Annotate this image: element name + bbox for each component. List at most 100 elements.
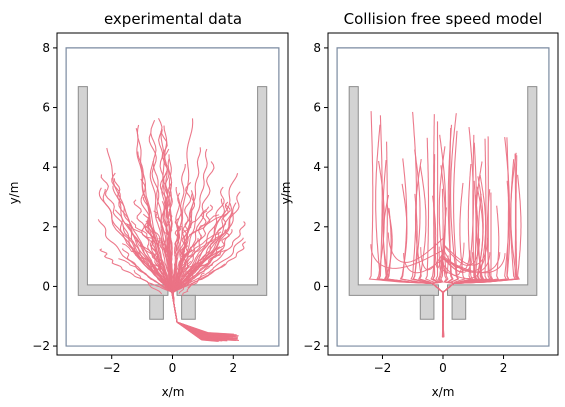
trajectory bbox=[187, 263, 226, 289]
trajectory bbox=[375, 124, 444, 338]
trajectory bbox=[133, 269, 163, 295]
x-tick-label: 2 bbox=[229, 361, 237, 375]
trajectory bbox=[442, 192, 494, 338]
trajectory bbox=[158, 237, 170, 261]
chart-title: experimental data bbox=[104, 10, 242, 28]
trajectory bbox=[168, 208, 173, 234]
y-tick-label: 4 bbox=[313, 160, 321, 174]
y-tick-label: 2 bbox=[313, 220, 321, 234]
trajectory bbox=[171, 203, 231, 340]
trajectory bbox=[158, 118, 228, 338]
left-panel-experimental: experimental data x/m y/m −2 0 2 −2 0 2 4 6 8 bbox=[7, 10, 289, 399]
trajectory bbox=[182, 272, 205, 296]
trajectory bbox=[136, 124, 219, 341]
trajectory bbox=[185, 231, 222, 256]
trajectory bbox=[442, 252, 474, 273]
trajectory bbox=[149, 160, 237, 341]
trajectory bbox=[186, 214, 220, 240]
trajectory bbox=[386, 208, 444, 338]
trajectory bbox=[442, 205, 500, 338]
trajectory bbox=[172, 221, 246, 341]
y-axis-label: y/m bbox=[7, 182, 21, 205]
trajectory bbox=[431, 165, 446, 338]
trajectory bbox=[431, 121, 444, 338]
trajectory bbox=[174, 227, 182, 250]
trajectory bbox=[182, 210, 208, 234]
room-boundary bbox=[336, 47, 550, 347]
x-axis-label: x/m bbox=[162, 385, 185, 399]
x-axis-label: x/m bbox=[432, 385, 455, 399]
trajectory bbox=[434, 243, 444, 269]
trajectory bbox=[99, 248, 238, 341]
plot-area bbox=[336, 47, 550, 347]
trajectory bbox=[442, 255, 449, 275]
y-tick-label: 4 bbox=[42, 160, 50, 174]
right-panel-simulation: Collision free speed model x/m y/m −2 0 2 −… bbox=[279, 10, 559, 399]
trajectory bbox=[183, 262, 214, 286]
trajectory bbox=[98, 187, 221, 338]
trajectory bbox=[442, 137, 510, 338]
trajectory bbox=[186, 249, 227, 274]
trajectory bbox=[178, 269, 198, 294]
trajectory bbox=[122, 220, 160, 245]
x-tick-label: 2 bbox=[500, 361, 508, 375]
trajectory bbox=[136, 240, 162, 266]
trajectory bbox=[442, 136, 491, 338]
trajectory bbox=[181, 261, 201, 287]
trajectory bbox=[431, 154, 444, 338]
y-tick-label: 2 bbox=[42, 220, 50, 234]
trajectory bbox=[387, 232, 444, 263]
trajectory bbox=[171, 148, 228, 342]
trajectory bbox=[163, 125, 218, 341]
y-tick-label: 6 bbox=[313, 101, 321, 115]
trajectory bbox=[410, 111, 444, 338]
trajectory bbox=[442, 238, 481, 266]
trajectories bbox=[97, 118, 246, 343]
trajectory bbox=[412, 149, 444, 338]
trajectory bbox=[442, 174, 522, 338]
trajectory bbox=[418, 165, 444, 338]
trajectory bbox=[442, 252, 501, 273]
trajectory bbox=[172, 182, 232, 336]
trajectory bbox=[175, 260, 187, 284]
plot-area bbox=[65, 47, 280, 347]
trajectory bbox=[442, 155, 520, 338]
trajectory bbox=[442, 250, 471, 273]
trajectory bbox=[185, 246, 221, 271]
trajectory bbox=[171, 173, 239, 342]
trajectory bbox=[370, 244, 444, 269]
trajectory bbox=[368, 111, 444, 338]
right-bottleneck-post bbox=[451, 294, 467, 320]
trajectory bbox=[135, 239, 162, 265]
trajectories bbox=[368, 111, 522, 338]
trajectory bbox=[438, 246, 444, 271]
y-axis-label: y/m bbox=[279, 182, 293, 205]
x-tick-label: 0 bbox=[439, 361, 447, 375]
y-tick-label: 0 bbox=[313, 279, 321, 293]
trajectory bbox=[122, 243, 160, 268]
axes-frame bbox=[56, 32, 289, 356]
y-tick-label: 6 bbox=[42, 101, 50, 115]
trajectory bbox=[442, 134, 477, 338]
left-bottleneck-post bbox=[419, 294, 435, 320]
trajectory bbox=[118, 258, 157, 282]
trajectory bbox=[431, 188, 444, 338]
trajectory bbox=[171, 229, 233, 342]
y-tick-label: 8 bbox=[313, 41, 321, 55]
trajectory bbox=[181, 234, 202, 261]
x-tick-label: −2 bbox=[103, 361, 121, 375]
trajectory bbox=[171, 202, 237, 338]
trajectory bbox=[424, 137, 444, 338]
trajectory bbox=[382, 159, 444, 338]
trajectory bbox=[153, 210, 169, 236]
trajectory bbox=[163, 240, 171, 266]
left-bottleneck-post bbox=[149, 294, 164, 320]
trajectory bbox=[179, 250, 195, 276]
right-wall bbox=[176, 86, 268, 296]
trajectory bbox=[442, 258, 463, 277]
trajectory bbox=[171, 118, 230, 340]
trajectory bbox=[100, 174, 230, 339]
trajectory bbox=[143, 225, 164, 251]
trajectory bbox=[186, 233, 223, 258]
